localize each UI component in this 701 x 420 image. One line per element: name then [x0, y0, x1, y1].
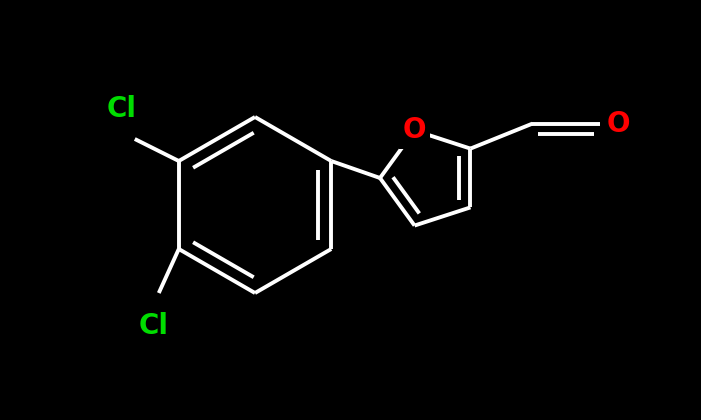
- Text: O: O: [606, 110, 630, 138]
- Text: Cl: Cl: [139, 312, 169, 340]
- Text: O: O: [403, 116, 426, 144]
- Text: Cl: Cl: [107, 95, 137, 123]
